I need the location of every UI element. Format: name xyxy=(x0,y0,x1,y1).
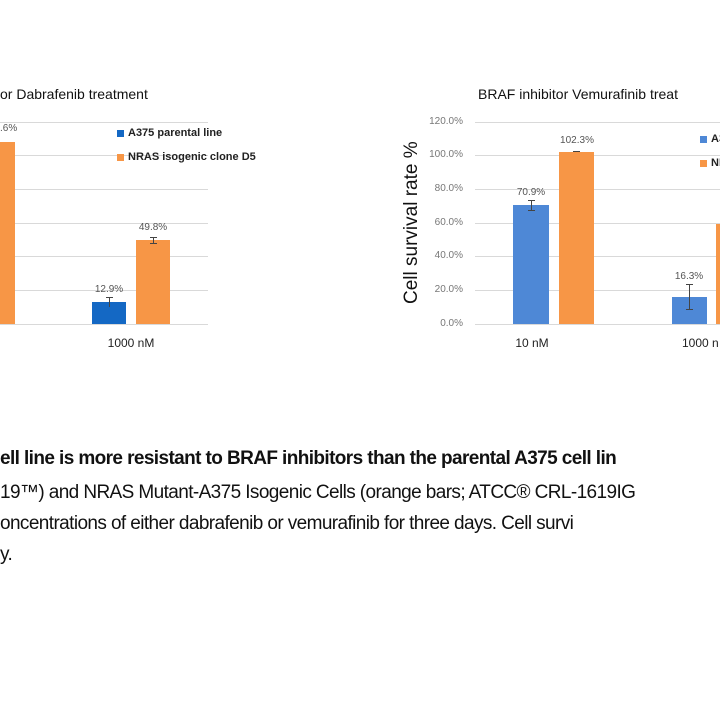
gridline xyxy=(0,155,208,156)
error-cap xyxy=(686,309,693,310)
legend-item-a375: A3 xyxy=(700,133,720,145)
x-axis-baseline xyxy=(0,324,208,325)
caption-line: y. xyxy=(0,544,13,565)
y-tick-label: 0.0% xyxy=(440,318,463,329)
caption-line: 19™) and NRAS Mutant-A375 Isogenic Cells… xyxy=(0,482,636,503)
bar-value-label: 16.3% xyxy=(674,271,704,282)
error-cap xyxy=(573,151,580,152)
gridline xyxy=(475,155,720,156)
error-cap xyxy=(528,200,535,201)
legend-item-nras: NR xyxy=(700,157,720,169)
bar-nras-1000nm xyxy=(716,224,720,324)
x-category-label: 10 nM xyxy=(515,336,549,350)
bar-value-label: 102.3% xyxy=(560,135,594,146)
bar-value-label: .6% xyxy=(0,123,18,134)
legend-swatch-blue xyxy=(700,135,707,143)
bar-nras-1000nm xyxy=(136,240,170,324)
x-category-label: 1000 nM xyxy=(107,336,155,350)
legend-swatch-orange xyxy=(117,153,124,161)
bar-value-label: 70.9% xyxy=(516,187,546,198)
gridline xyxy=(0,122,208,123)
error-bar xyxy=(109,297,110,307)
error-bar xyxy=(689,284,690,309)
bar-value-label: 12.9% xyxy=(94,284,124,295)
legend-swatch-blue xyxy=(117,129,124,137)
legend-swatch-orange xyxy=(700,159,707,167)
error-bar xyxy=(531,200,532,210)
gridline xyxy=(475,223,720,224)
legend-item-nras: NRAS isogenic clone D5 xyxy=(117,151,256,163)
x-category-label: 1000 n xyxy=(682,336,719,350)
y-tick-label: 60.0% xyxy=(434,217,463,228)
gridline xyxy=(475,189,720,190)
bar-nras-10nm xyxy=(0,142,15,324)
gridline xyxy=(0,189,208,190)
bar-nras-10nm xyxy=(559,152,594,324)
error-cap xyxy=(528,210,535,211)
bar-a375-1000nm xyxy=(92,302,126,324)
caption-line: oncentrations of either dabrafenib or ve… xyxy=(0,513,574,534)
y-tick-label: 80.0% xyxy=(434,183,463,194)
bar-a375-10nm xyxy=(513,205,549,324)
error-cap xyxy=(150,243,157,244)
chart-title: BRAF inhibitor Vemurafinib treat xyxy=(478,86,678,102)
caption-heading: ell line is more resistant to BRAF inhib… xyxy=(0,448,617,469)
y-tick-label: 20.0% xyxy=(434,284,463,295)
gridline xyxy=(0,223,208,224)
gridline xyxy=(475,290,720,291)
gridline xyxy=(0,290,208,291)
bar-value-label: 49.8% xyxy=(138,222,168,233)
error-cap xyxy=(686,284,693,285)
y-tick-label: 40.0% xyxy=(434,250,463,261)
error-bar xyxy=(153,237,154,243)
gridline xyxy=(475,256,720,257)
y-tick-label: 100.0% xyxy=(429,149,463,160)
error-cap xyxy=(150,237,157,238)
y-tick-label: 120.0% xyxy=(429,116,463,127)
error-cap xyxy=(106,297,113,298)
gridline xyxy=(0,256,208,257)
legend-item-a375: A375 parental line xyxy=(117,127,222,139)
gridline xyxy=(475,122,720,123)
x-axis-baseline xyxy=(475,324,720,325)
chart-title: or Dabrafenib treatment xyxy=(0,86,148,102)
